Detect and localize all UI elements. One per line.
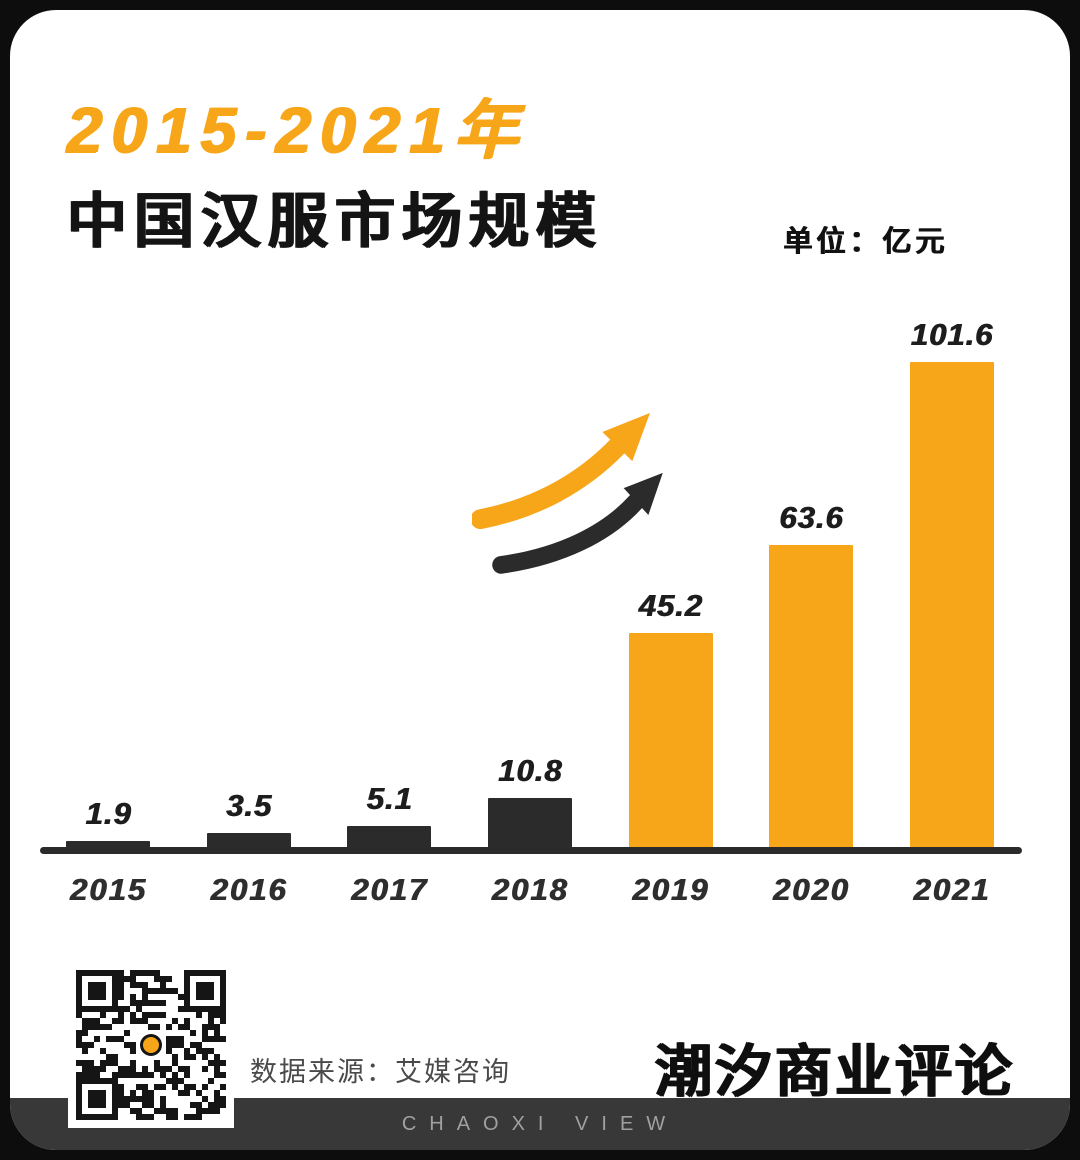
data-source-label: 数据来源：艾媒咨询 (250, 1057, 511, 1087)
bar (488, 798, 573, 850)
bar (769, 544, 854, 850)
title-years: 2015-2021年 (66, 94, 527, 166)
infographic-card: 2015-2021年 中国汉服市场规模 单位：亿元 1.9 3.5 5.1 10.8 4… (10, 10, 1070, 1150)
bar-value-label: 63.6 (779, 499, 844, 535)
bar-column: 45.2 (600, 310, 741, 850)
footer-tagline: CHAOXI VIEW (401, 1112, 679, 1135)
unit-label: 单位：亿元 (782, 226, 948, 258)
growth-arrow-icon (472, 412, 663, 574)
bar-column: 1.9 (38, 310, 179, 850)
page-title: 中国汉服市场规模 (66, 188, 602, 255)
x-axis-labels: 2015 2016 2017 2018 2019 2020 2021 (38, 872, 1022, 916)
bar-column: 5.1 (319, 310, 460, 850)
bar-column: 3.5 (179, 310, 320, 850)
bar-column: 10.8 (460, 310, 601, 850)
bar-value-label: 10.8 (497, 753, 563, 789)
brand-logo: 潮汐商业评论 (654, 1040, 1014, 1104)
bar-plot: 1.9 3.5 5.1 10.8 45.2 63.6 101.6 (38, 310, 1022, 850)
bar-value-label: 45.2 (638, 588, 703, 624)
qr-code (68, 962, 234, 1128)
bar-value-label: 1.9 (85, 795, 132, 831)
bar-column: 101.6 (881, 310, 1022, 850)
x-tick-label: 2015 (69, 872, 147, 907)
x-tick-label: 2021 (913, 872, 991, 907)
x-tick-label: 2018 (491, 872, 569, 907)
bar (909, 362, 994, 850)
bar-value-label: 3.5 (225, 788, 272, 824)
x-axis-line (40, 847, 1022, 854)
x-tick-label: 2019 (632, 872, 710, 907)
bar-value-label: 5.1 (366, 780, 413, 816)
x-tick-label: 2016 (210, 872, 288, 907)
bar-value-label: 101.6 (910, 317, 994, 353)
bar (628, 633, 713, 850)
x-tick-label: 2020 (772, 872, 850, 907)
bar (66, 840, 151, 850)
bar (206, 833, 291, 850)
bar-column: 63.6 (741, 310, 882, 850)
x-tick-label: 2017 (350, 872, 428, 907)
bar (347, 825, 432, 850)
